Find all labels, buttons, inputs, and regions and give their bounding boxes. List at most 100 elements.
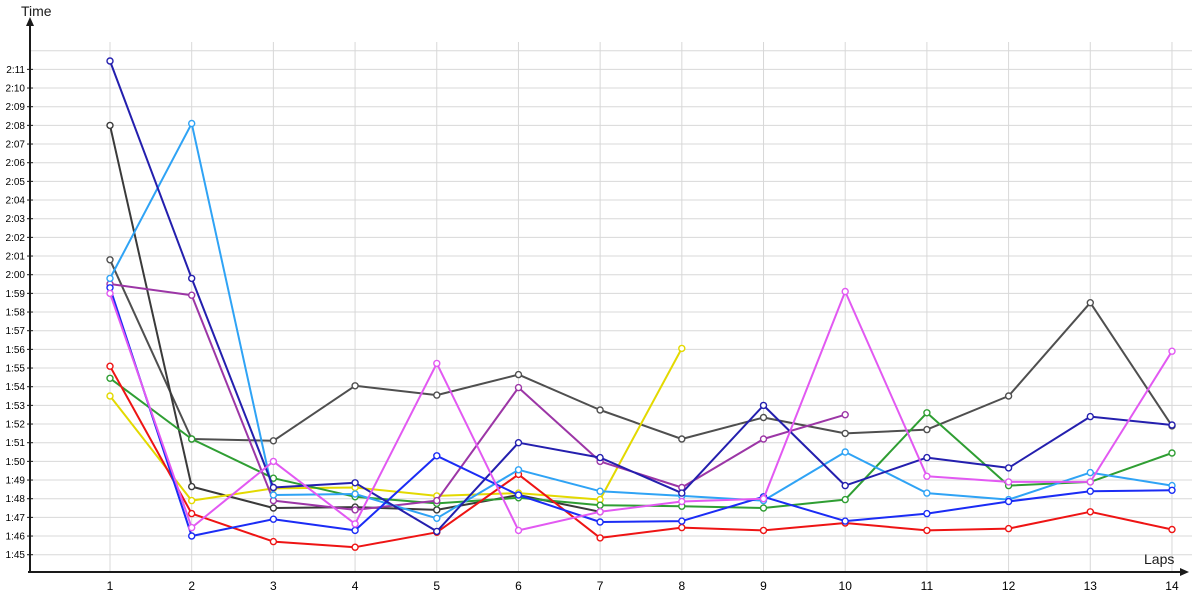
data-point-purple-lap4 bbox=[351, 506, 359, 514]
data-point-charcoal-gray-lap11 bbox=[923, 425, 931, 434]
data-point-magenta-lap5 bbox=[433, 359, 441, 368]
data-point-magenta-lap11 bbox=[923, 472, 931, 480]
data-point-dark-gray-lap3 bbox=[269, 504, 278, 512]
y-tick-label: 2:09 bbox=[6, 102, 26, 113]
data-point-magenta-lap12 bbox=[1004, 478, 1013, 486]
data-point-charcoal-gray-lap1 bbox=[106, 256, 114, 264]
data-point-green-lap9 bbox=[759, 504, 768, 512]
y-tick-label: 2:03 bbox=[6, 214, 26, 225]
data-point-purple-lap5 bbox=[433, 496, 441, 505]
y-tick-label: 2:10 bbox=[6, 84, 26, 95]
series-line-yellow bbox=[109, 347, 683, 502]
data-point-dark-blue-lap6 bbox=[514, 439, 523, 447]
data-point-red-lap4 bbox=[351, 543, 359, 551]
y-tick-label: 1:57 bbox=[6, 326, 26, 337]
y-tick-label: 1:52 bbox=[6, 420, 26, 431]
data-point-green-lap11 bbox=[923, 409, 931, 417]
y-tick-label: 1:47 bbox=[6, 513, 26, 524]
data-point-purple-lap6 bbox=[514, 383, 523, 392]
data-point-magenta-lap13 bbox=[1086, 478, 1095, 486]
data-point-green-lap14 bbox=[1168, 449, 1176, 457]
x-tick-label: 1 bbox=[107, 579, 114, 593]
x-tick-label: 8 bbox=[678, 579, 685, 593]
y-tick-label: 2:11 bbox=[6, 65, 25, 76]
data-point-charcoal-gray-lap4 bbox=[351, 382, 359, 390]
data-point-yellow-lap8 bbox=[678, 344, 686, 353]
series-line-magenta bbox=[109, 290, 1173, 532]
x-tick-label: 14 bbox=[1165, 579, 1179, 593]
data-point-blue-lap4 bbox=[351, 526, 359, 535]
data-point-magenta-lap3 bbox=[269, 457, 278, 466]
data-point-magenta-lap1 bbox=[106, 289, 114, 298]
data-point-charcoal-gray-lap12 bbox=[1004, 392, 1013, 400]
data-point-light-blue-lap2 bbox=[187, 119, 196, 128]
data-point-dark-blue-lap7 bbox=[596, 453, 604, 462]
data-point-red-lap8 bbox=[678, 523, 686, 532]
data-point-red-lap3 bbox=[269, 537, 278, 546]
data-point-magenta-lap10 bbox=[841, 287, 849, 296]
data-point-light-blue-lap13 bbox=[1086, 468, 1095, 477]
x-tick-label: 6 bbox=[515, 579, 522, 593]
y-tick-label: 1:55 bbox=[6, 364, 26, 375]
data-point-dark-blue-lap1 bbox=[106, 57, 114, 65]
data-point-green-lap1 bbox=[106, 374, 114, 382]
data-point-yellow-lap1 bbox=[106, 392, 114, 400]
series-line-charcoal-gray bbox=[109, 259, 1173, 442]
x-tick-label: 5 bbox=[433, 579, 440, 593]
data-point-blue-lap6 bbox=[514, 491, 523, 499]
data-point-dark-blue-lap2 bbox=[187, 274, 196, 283]
y-tick-label: 1:46 bbox=[6, 532, 26, 543]
data-point-blue-lap7 bbox=[596, 518, 604, 526]
data-point-dark-blue-lap10 bbox=[841, 481, 849, 490]
data-point-light-blue-lap11 bbox=[923, 489, 931, 497]
data-point-dark-gray-lap2 bbox=[187, 482, 196, 491]
x-tick-label: 4 bbox=[352, 579, 359, 593]
x-tick-label: 12 bbox=[1002, 579, 1016, 593]
data-point-blue-lap2 bbox=[187, 532, 196, 540]
x-tick-label: 3 bbox=[270, 579, 277, 593]
x-axis-title: Laps bbox=[1144, 551, 1175, 567]
data-point-magenta-lap8 bbox=[678, 497, 686, 506]
data-point-dark-blue-lap4 bbox=[351, 479, 359, 487]
data-point-magenta-lap9 bbox=[759, 495, 768, 503]
data-point-light-blue-lap7 bbox=[596, 487, 604, 495]
data-point-blue-lap3 bbox=[269, 515, 278, 523]
y-tick-label: 1:49 bbox=[6, 476, 26, 487]
data-point-red-lap11 bbox=[923, 526, 931, 535]
data-point-red-lap9 bbox=[759, 526, 768, 535]
y-tick-label: 2:08 bbox=[6, 121, 26, 132]
y-tick-label: 1:51 bbox=[6, 438, 26, 449]
data-point-dark-blue-lap12 bbox=[1004, 464, 1013, 472]
data-point-purple-lap10 bbox=[841, 411, 849, 419]
data-point-light-blue-lap5 bbox=[433, 514, 441, 522]
x-tick-label: 10 bbox=[839, 579, 853, 593]
data-point-light-blue-lap4 bbox=[351, 490, 359, 498]
data-point-dark-blue-lap13 bbox=[1086, 412, 1095, 421]
data-point-magenta-lap4 bbox=[351, 520, 359, 528]
data-point-green-lap7 bbox=[596, 501, 604, 509]
y-tick-label: 1:50 bbox=[6, 457, 26, 468]
data-point-charcoal-gray-lap6 bbox=[514, 370, 523, 379]
data-point-red-lap2 bbox=[187, 509, 196, 518]
y-tick-label: 2:04 bbox=[6, 196, 26, 207]
y-tick-label: 1:45 bbox=[6, 550, 26, 561]
data-point-yellow-lap2 bbox=[187, 496, 196, 505]
series-line-light-blue bbox=[109, 122, 1173, 520]
y-tick-label: 2:01 bbox=[6, 252, 26, 263]
y-tick-label: 2:00 bbox=[6, 270, 26, 281]
data-point-magenta-lap7 bbox=[596, 508, 604, 516]
data-point-light-blue-lap3 bbox=[269, 491, 278, 499]
y-tick-label: 1:54 bbox=[6, 382, 26, 393]
x-tick-label: 9 bbox=[760, 579, 767, 593]
data-point-charcoal-gray-lap13 bbox=[1086, 299, 1095, 307]
data-point-blue-lap10 bbox=[841, 517, 849, 525]
data-point-charcoal-gray-lap7 bbox=[596, 406, 604, 414]
data-point-purple-lap2 bbox=[187, 291, 196, 299]
data-point-red-lap7 bbox=[596, 534, 604, 542]
y-tick-label: 2:07 bbox=[6, 140, 26, 151]
y-tick-label: 1:56 bbox=[6, 345, 26, 356]
data-point-blue-lap14 bbox=[1168, 486, 1176, 494]
series-line-red bbox=[109, 365, 1173, 549]
